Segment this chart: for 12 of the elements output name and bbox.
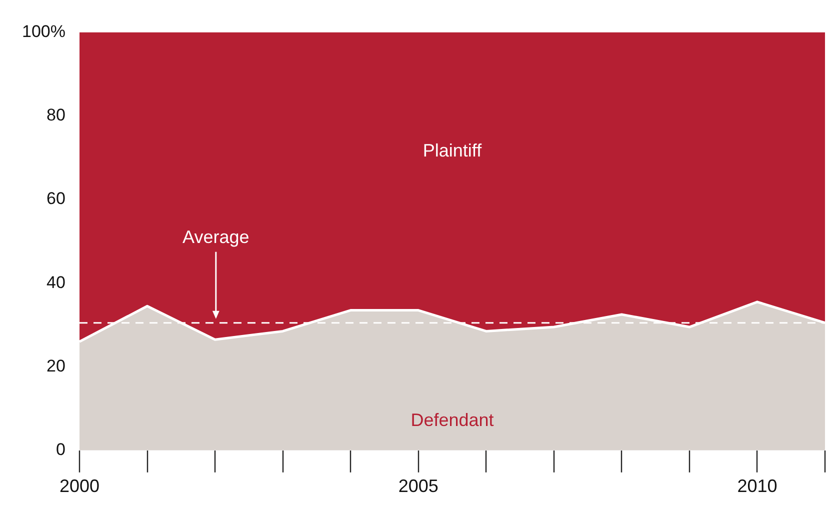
x-tick-label: 2000: [59, 476, 100, 496]
y-tick-label: 60: [46, 189, 66, 208]
x-tick-label: 2010: [737, 476, 778, 496]
series-label: Plaintiff: [422, 140, 483, 161]
y-tick-label: 0: [56, 440, 66, 460]
y-tick-label: 20: [46, 356, 66, 376]
y-tick-label: 40: [46, 272, 66, 292]
y-tick-label: 100%: [22, 22, 66, 41]
y-tick-label: 80: [46, 106, 66, 125]
series-label: Defendant: [410, 410, 494, 430]
x-tick-label: 2005: [398, 476, 438, 496]
ref-line-label: Average: [182, 226, 250, 247]
